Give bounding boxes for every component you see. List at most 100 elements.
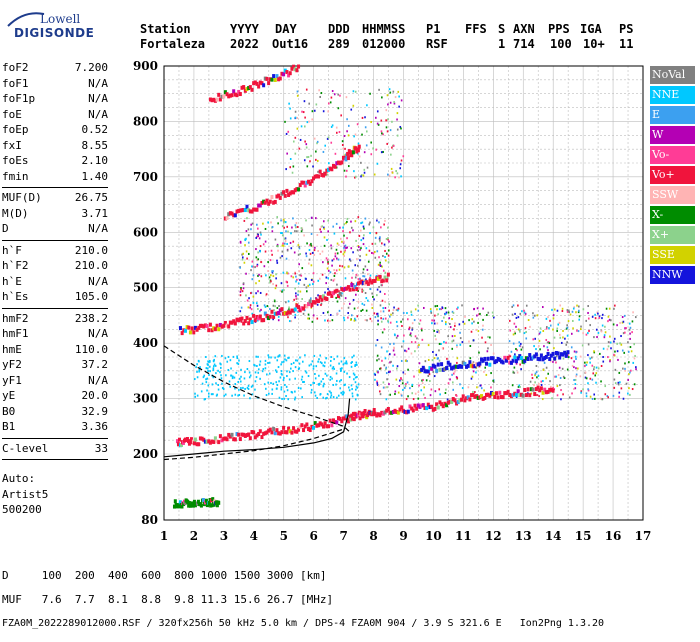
trace-point <box>450 366 454 371</box>
echo-point <box>437 313 439 316</box>
echo-point <box>375 148 378 151</box>
trace-point <box>352 417 356 422</box>
echo-point <box>542 380 544 383</box>
echo-point <box>354 133 357 136</box>
echo-point <box>277 319 280 322</box>
echo-point <box>356 274 359 277</box>
echo-point <box>194 392 196 395</box>
param-row: C-level 33 <box>2 441 108 457</box>
echo-point <box>403 334 405 337</box>
echo-point <box>295 292 297 295</box>
echo-point <box>574 355 577 358</box>
echo-point <box>312 381 315 384</box>
echo-point <box>281 255 283 258</box>
echo-point <box>387 249 390 252</box>
echo-point <box>363 234 365 237</box>
echo-point <box>379 393 382 396</box>
echo-point <box>331 90 334 93</box>
echo-point <box>283 237 286 240</box>
echo-point <box>297 293 299 296</box>
echo-point <box>454 370 456 373</box>
param-value: N/A <box>88 274 108 288</box>
echo-point <box>613 378 616 381</box>
trace-point <box>260 318 264 323</box>
echo-point <box>294 110 297 113</box>
echo-point <box>298 245 300 248</box>
echo-point <box>376 110 379 113</box>
echo-point <box>287 300 290 303</box>
echo-point <box>280 370 283 373</box>
echo-point <box>595 366 598 369</box>
echo-point <box>524 314 527 317</box>
echo-point <box>433 329 436 332</box>
trace-point <box>233 213 237 218</box>
echo-point <box>359 229 362 232</box>
echo-point <box>409 387 411 390</box>
trace-point <box>353 411 357 416</box>
trace-point <box>273 77 277 82</box>
trace-point <box>188 439 192 444</box>
echo-point <box>284 237 287 240</box>
x-tick-label: 1 <box>160 529 168 543</box>
bottom-info: D 100 200 400 600 800 1000 1500 3000 [km… <box>2 558 604 642</box>
echo-point <box>619 342 621 345</box>
trace-point <box>484 392 488 397</box>
trace-point <box>313 174 317 179</box>
echo-point <box>563 377 566 380</box>
echo-point <box>264 240 267 243</box>
echo-point <box>424 360 427 363</box>
trace-point <box>470 393 474 398</box>
echo-point <box>401 379 404 382</box>
echo-point <box>372 252 375 255</box>
echo-point <box>607 396 609 399</box>
echo-point <box>613 386 616 389</box>
echo-point <box>400 99 403 102</box>
echo-point <box>374 242 377 245</box>
trace-point <box>272 314 276 319</box>
echo-point <box>283 390 286 393</box>
echo-point <box>277 355 279 358</box>
echo-point <box>324 291 326 294</box>
echo-point <box>406 360 408 363</box>
echo-point <box>374 256 377 259</box>
echo-point <box>596 311 599 314</box>
trace-point <box>456 365 460 370</box>
echo-point <box>575 375 577 378</box>
echo-point <box>348 389 351 392</box>
echo-point <box>379 310 382 313</box>
echo-point <box>320 304 322 307</box>
trace-point <box>541 390 545 395</box>
echo-point <box>380 119 383 122</box>
echo-point <box>366 166 369 169</box>
echo-point <box>337 107 340 110</box>
trace-point <box>235 93 239 98</box>
echo-point <box>438 342 441 345</box>
echo-point <box>290 320 293 323</box>
echo-point <box>396 325 399 328</box>
param-name: B1 <box>2 420 16 433</box>
echo-point <box>308 283 311 286</box>
echo-point <box>215 394 218 397</box>
echo-point <box>317 279 320 282</box>
trace-point <box>372 408 376 413</box>
trace-point <box>250 320 254 325</box>
param-value: 210.0 <box>74 259 108 272</box>
trace-point <box>228 320 232 325</box>
echo-point <box>513 322 516 325</box>
x-tick-label: 4 <box>250 529 258 543</box>
trace-point <box>300 306 304 311</box>
echo-point <box>553 308 556 311</box>
echo-point <box>354 398 357 401</box>
echo-point <box>226 360 229 363</box>
echo-point <box>329 396 332 399</box>
param-value: 7.200 <box>74 61 108 74</box>
trace-point <box>263 76 267 81</box>
echo-point <box>279 289 282 292</box>
echo-point <box>243 261 246 264</box>
trace-point <box>511 358 515 363</box>
trace-point <box>518 354 522 359</box>
echo-point <box>472 339 475 342</box>
echo-point <box>414 308 417 311</box>
echo-point <box>393 306 395 309</box>
echo-point <box>471 362 474 365</box>
